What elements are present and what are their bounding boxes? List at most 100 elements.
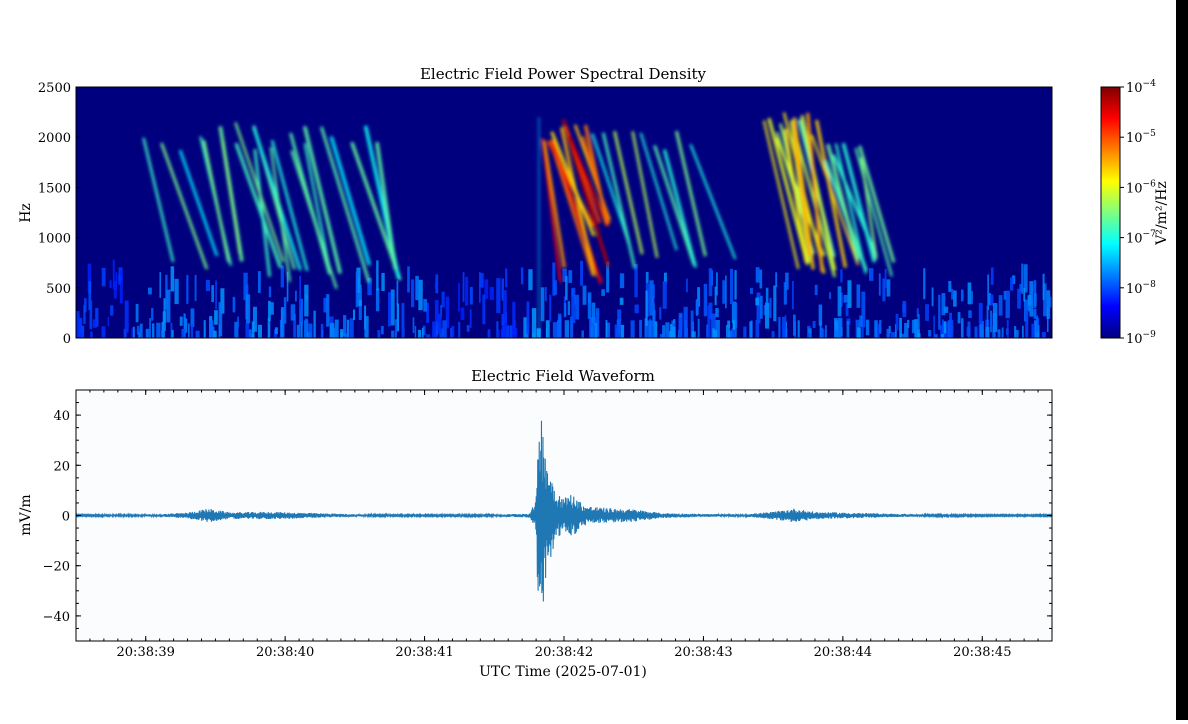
spectrogram-noise-cell: [808, 328, 812, 338]
spectrogram-title: Electric Field Power Spectral Density: [420, 65, 707, 83]
spectrogram-noise-cell: [743, 326, 747, 338]
spectrogram-noise-cell: [968, 310, 972, 318]
spectrogram-noise-cell: [878, 273, 881, 296]
waveform-y-label: mV/m: [18, 494, 34, 535]
spectrogram-noise-cell: [203, 320, 206, 338]
spectrogram-noise-cell: [1023, 287, 1026, 302]
spectrogram-noise-cell: [136, 325, 140, 335]
waveform-y-tick-label: 40: [53, 409, 70, 424]
spectrogram-noise-cell: [1022, 325, 1024, 338]
spectrogram-noise-cell: [895, 313, 899, 331]
spectrogram-noise-cell: [1046, 306, 1049, 332]
spectrogram-noise-cell: [213, 330, 217, 338]
spectrogram-noise-cell: [1023, 264, 1028, 293]
spectrogram-noise-cell: [343, 315, 347, 337]
spectrogram-bursts: [76, 112, 1052, 338]
spectrogram-streak: [858, 145, 896, 263]
spectrogram-y-tick-label: 2000: [38, 131, 71, 146]
waveform-x-tick-label: 20:38:40: [256, 645, 314, 660]
spectrogram-noise-cell: [83, 304, 86, 324]
spectrogram-noise-cell: [990, 267, 994, 285]
spectrogram-noise-cell: [876, 322, 879, 338]
spectrogram-noise-cell: [989, 294, 994, 306]
spectrogram-noise-cell: [190, 308, 195, 328]
spectrogram-noise-cell: [92, 319, 97, 328]
waveform-x-label: UTC Time (2025-07-01): [479, 664, 647, 680]
spectrogram-noise-cell: [531, 308, 537, 338]
spectrogram-noise-cell: [290, 304, 296, 321]
spectrogram-noise-cell: [659, 307, 662, 320]
spectrogram-noise-cell: [540, 287, 545, 322]
spectrogram-noise-cell: [88, 281, 92, 311]
spectrogram-noise-cell: [653, 284, 655, 298]
spectrogram-noise-cell: [163, 298, 166, 324]
spectrogram-noise-cell: [564, 303, 567, 317]
spectrogram-noise-cell: [257, 324, 263, 338]
spectrogram-noise-cell: [170, 266, 175, 292]
spectrogram-noise-cell: [812, 321, 816, 329]
spectrogram-noise-cell: [713, 330, 718, 338]
spectrogram-noise-cell: [418, 279, 423, 311]
spectrogram-noise-cell: [690, 310, 694, 338]
spectrogram-noise-cell: [938, 294, 941, 330]
spectrogram-noise-cell: [410, 279, 415, 308]
spectrogram-noise-cell: [917, 314, 920, 331]
spectrogram-streak: [142, 137, 175, 263]
spectrogram-noise-cell: [759, 295, 763, 319]
spectrogram-noise-cell: [451, 325, 455, 338]
spectrogram-noise-cell: [953, 290, 957, 307]
spectrogram-noise-cell: [568, 270, 573, 283]
spectrogram-noise-cell: [320, 323, 324, 338]
spectrogram-frame: [75, 86, 1053, 339]
spectrogram-noise-cell: [662, 281, 667, 309]
spectrogram-noise-cell: [985, 326, 990, 338]
spectrogram-noise-cell: [691, 331, 696, 338]
spectrogram-noise-cell: [918, 333, 921, 338]
spectrogram-noise-cell: [505, 268, 508, 288]
spectrogram-noise-cell: [296, 324, 301, 338]
spectrogram-noise-cell: [184, 313, 186, 338]
spectrogram-noise-cell: [619, 297, 624, 305]
spectrogram-streak: [269, 147, 291, 283]
spectrogram-streak: [160, 142, 208, 270]
spectrogram-noise-cell: [294, 290, 297, 302]
spectrogram-noise-cell: [836, 320, 839, 332]
spectrogram-noise-cell: [575, 294, 580, 320]
spectrogram-noise-cell: [391, 330, 395, 338]
spectrogram-noise-cell: [245, 294, 251, 324]
spectrogram-noise-cell: [170, 322, 173, 338]
spectrogram-noise-cell: [401, 303, 405, 329]
spectrogram-noise-cell: [649, 280, 654, 316]
spectrogram-noise-cell: [591, 302, 596, 324]
spectrogram-noise-cell: [367, 277, 372, 296]
spectrogram-noise-cell: [594, 322, 598, 338]
spectrogram-noise-cell: [755, 320, 760, 338]
spectrogram-noise-cell: [653, 303, 655, 338]
spectrogram-noise-cell: [644, 317, 648, 338]
spectrogram-noise-cell: [526, 301, 530, 334]
spectrogram-noise-cell: [941, 293, 946, 316]
spectrogram-noise-cell: [110, 305, 114, 316]
spectrogram-noise-cell: [672, 326, 676, 338]
spectrogram-noise-cell: [886, 279, 891, 297]
spectrogram-noise-cell: [565, 275, 568, 301]
spectrogram-noise-cell: [620, 324, 625, 338]
spectrogram-noise-cell: [1036, 331, 1040, 338]
spectrogram-noise-cell: [179, 316, 183, 326]
spectrogram-noise-cell: [756, 292, 761, 324]
spectrogram-streak: [542, 140, 566, 269]
spectrogram-noise-cell: [381, 272, 385, 292]
spectrogram-noise-cell: [940, 325, 943, 338]
spectrogram-noise-cell: [617, 309, 622, 338]
spectrogram-noise-cell: [469, 286, 473, 305]
spectrogram-streak: [639, 132, 678, 251]
spectrogram-noise-cell: [101, 326, 106, 338]
spectrogram-noise-cell: [552, 322, 557, 338]
spectrogram-noise-cell: [434, 299, 439, 324]
spectrogram-noise-cell: [1025, 309, 1029, 338]
spectrogram-noise-cell: [380, 325, 384, 335]
spectrogram-noise-cell: [986, 305, 989, 332]
spectrogram-noise-cell: [469, 309, 472, 328]
colorbar-label: V²/m²/Hz: [1154, 181, 1170, 246]
